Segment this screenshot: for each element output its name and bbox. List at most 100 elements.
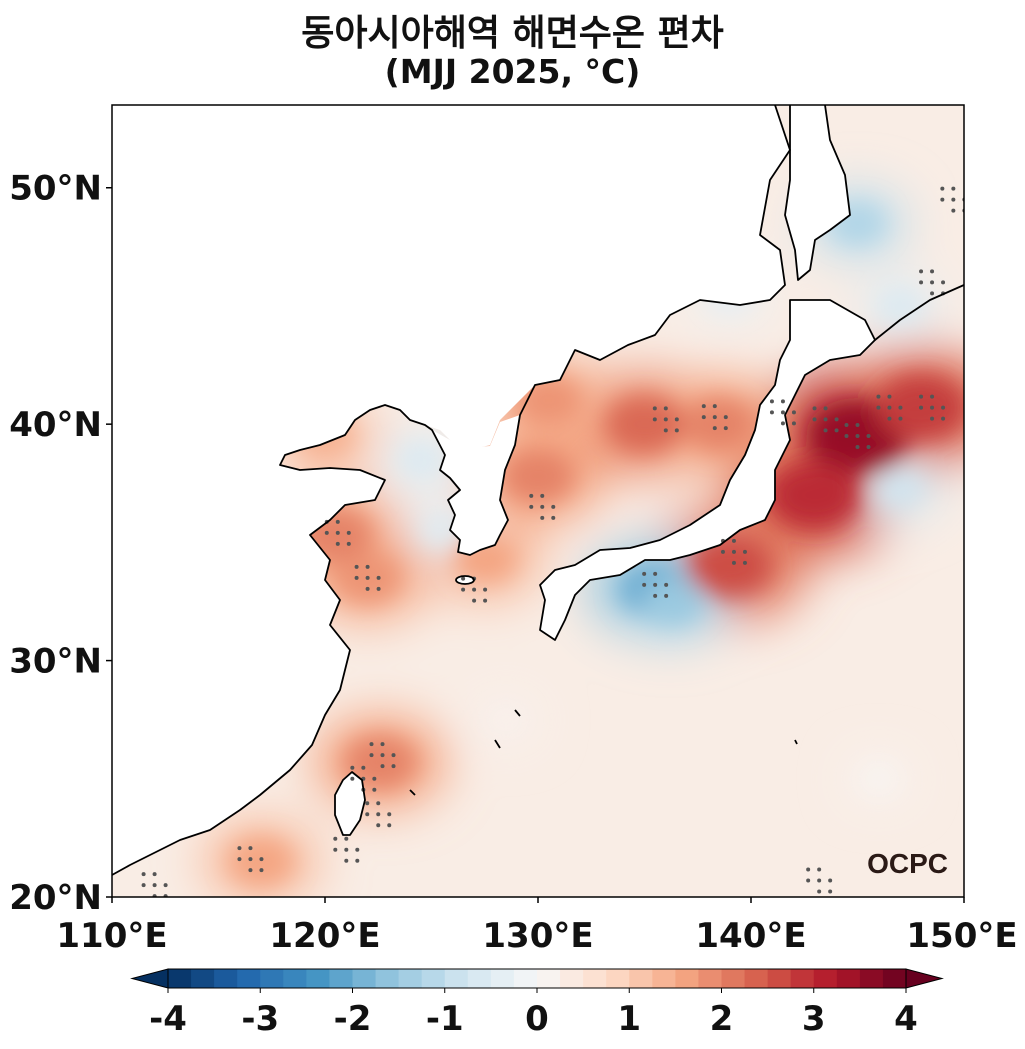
- stipple-dot-21-3: [376, 823, 381, 828]
- stipple-dot-4-4: [780, 399, 785, 404]
- colorbar-segment-17: [560, 969, 584, 988]
- stipple-dot-7-3: [540, 515, 545, 520]
- stipple-dot-13-1: [259, 857, 264, 862]
- stipple-dot-12-5: [355, 858, 360, 863]
- y-tick-label-2: 40°N: [9, 405, 102, 445]
- stipple-dot-14-6: [141, 872, 146, 877]
- stipple-dot-0-1: [834, 417, 839, 422]
- stipple-dot-4-3: [780, 421, 785, 426]
- stipple-dot-16-6: [919, 269, 924, 274]
- colorbar-segment-18: [583, 969, 607, 988]
- colorbar-segment-2: [214, 969, 238, 988]
- colorbar-segment-22: [675, 969, 700, 988]
- stipple-dot-8-3: [335, 541, 340, 546]
- stipple-dot-17-3: [817, 889, 822, 894]
- stipple-dot-16-3: [930, 291, 935, 296]
- colorbar-segment-3: [237, 969, 261, 988]
- colorbar-tick-label-5: 1: [617, 999, 641, 1039]
- stipple-dot-13-6: [237, 846, 242, 851]
- colorbar-segment-14: [490, 969, 515, 988]
- stipple-dot-13-2: [237, 857, 242, 862]
- stipple-dot-8-2: [324, 530, 329, 535]
- stipple-dot-17-4: [817, 867, 822, 872]
- stipple-dot-4-5: [791, 421, 796, 426]
- y-axis: 20°N 30°N 40°N 50°N: [9, 169, 112, 918]
- stipple-dot-6-5: [723, 426, 728, 431]
- stipple-dot-9-1: [376, 575, 381, 580]
- stipple-dot-11-2: [369, 753, 374, 758]
- colorbar-segment-24: [721, 969, 746, 988]
- x-tick-label-2: 130°E: [482, 916, 593, 956]
- anomaly-core-1: [768, 460, 862, 530]
- stipple-dot-7-4: [540, 493, 545, 498]
- stipple-dot-4-1: [791, 410, 796, 415]
- stipple-dot-21-6: [365, 801, 370, 806]
- colorbar-extend-high: [905, 968, 944, 989]
- stipple-dot-20-6: [350, 765, 355, 770]
- stipple-dot-21-4: [376, 801, 381, 806]
- stipple-dot-6-3: [712, 426, 717, 431]
- x-tick-label-1: 120°E: [269, 916, 380, 956]
- stipple-dot-9-3: [365, 586, 370, 591]
- stipple-dot-10-1: [483, 587, 488, 592]
- stipple-dot-8-0: [335, 530, 340, 535]
- colorbar-tick-label-0: -4: [149, 999, 187, 1039]
- colorbar-tick-label-8: 4: [894, 999, 918, 1039]
- stipple-dot-10-6: [461, 576, 466, 581]
- stipple-dot-15-3: [951, 208, 956, 213]
- stipple-dot-9-6: [354, 564, 359, 569]
- colorbar-segment-6: [306, 969, 331, 988]
- stipple-dot-3-2: [919, 405, 924, 410]
- stipple-dot-1-1: [866, 433, 871, 438]
- stipple-dot-9-4: [365, 564, 370, 569]
- stipple-dot-18-2: [642, 582, 647, 587]
- stipple-dot-7-1: [551, 504, 556, 509]
- chart-subtitle: (MJJ 2025, °C): [384, 52, 641, 91]
- anomaly-core-12: [229, 838, 293, 885]
- stipple-dot-0-0: [823, 417, 828, 422]
- stipple-dot-5-0: [663, 417, 668, 422]
- stipple-dot-2-5: [898, 416, 903, 421]
- stipple-dot-17-2: [806, 878, 811, 883]
- stipple-dot-0-3: [823, 428, 828, 433]
- colorbar-tick-label-2: -2: [334, 999, 372, 1039]
- stipple-dot-4-6: [769, 399, 774, 404]
- stipple-dot-0-4: [823, 406, 828, 411]
- stipple-dot-5-6: [652, 406, 657, 411]
- stipple-dot-15-4: [951, 186, 956, 191]
- anomaly-core-11: [344, 735, 417, 789]
- stipple-dot-19-1: [742, 549, 747, 554]
- stipple-dot-14-4: [152, 872, 157, 877]
- stipple-dot-18-5: [664, 593, 669, 598]
- colorbar-segment-1: [191, 969, 215, 988]
- stipple-dot-17-6: [806, 867, 811, 872]
- stipple-dot-2-0: [887, 405, 892, 410]
- stipple-dot-20-2: [350, 776, 355, 781]
- stipple-dot-21-5: [387, 823, 392, 828]
- stipple-dot-18-4: [653, 571, 658, 576]
- stipple-dot-17-0: [817, 878, 822, 883]
- stipple-dot-2-6: [876, 394, 881, 399]
- stipple-dot-16-0: [930, 280, 935, 285]
- colorbar-tick-label-1: -3: [241, 999, 279, 1039]
- stipple-dot-18-6: [642, 571, 647, 576]
- stipple-dot-12-4: [344, 836, 349, 841]
- colorbar-tick-label-4: 0: [525, 999, 549, 1039]
- stipple-dot-6-6: [701, 404, 706, 409]
- stipple-dot-16-4: [930, 269, 935, 274]
- stipple-dot-2-1: [898, 405, 903, 410]
- colorbar-segment-13: [467, 969, 492, 988]
- y-tick-label-1: 30°N: [9, 642, 102, 682]
- colorbar-segment-31: [882, 969, 907, 988]
- stipple-dot-2-2: [876, 405, 881, 410]
- anomaly-core-14: [641, 578, 703, 625]
- stipple-dot-8-5: [346, 541, 351, 546]
- stipple-dot-11-0: [380, 753, 385, 758]
- stipple-dot-20-5: [372, 787, 377, 792]
- anomaly-core-16: [878, 290, 922, 322]
- stipple-dot-3-6: [919, 394, 924, 399]
- stipple-dot-15-0: [951, 197, 956, 202]
- colorbar-tick-label-6: 2: [710, 999, 734, 1039]
- stipple-dot-12-2: [333, 847, 338, 852]
